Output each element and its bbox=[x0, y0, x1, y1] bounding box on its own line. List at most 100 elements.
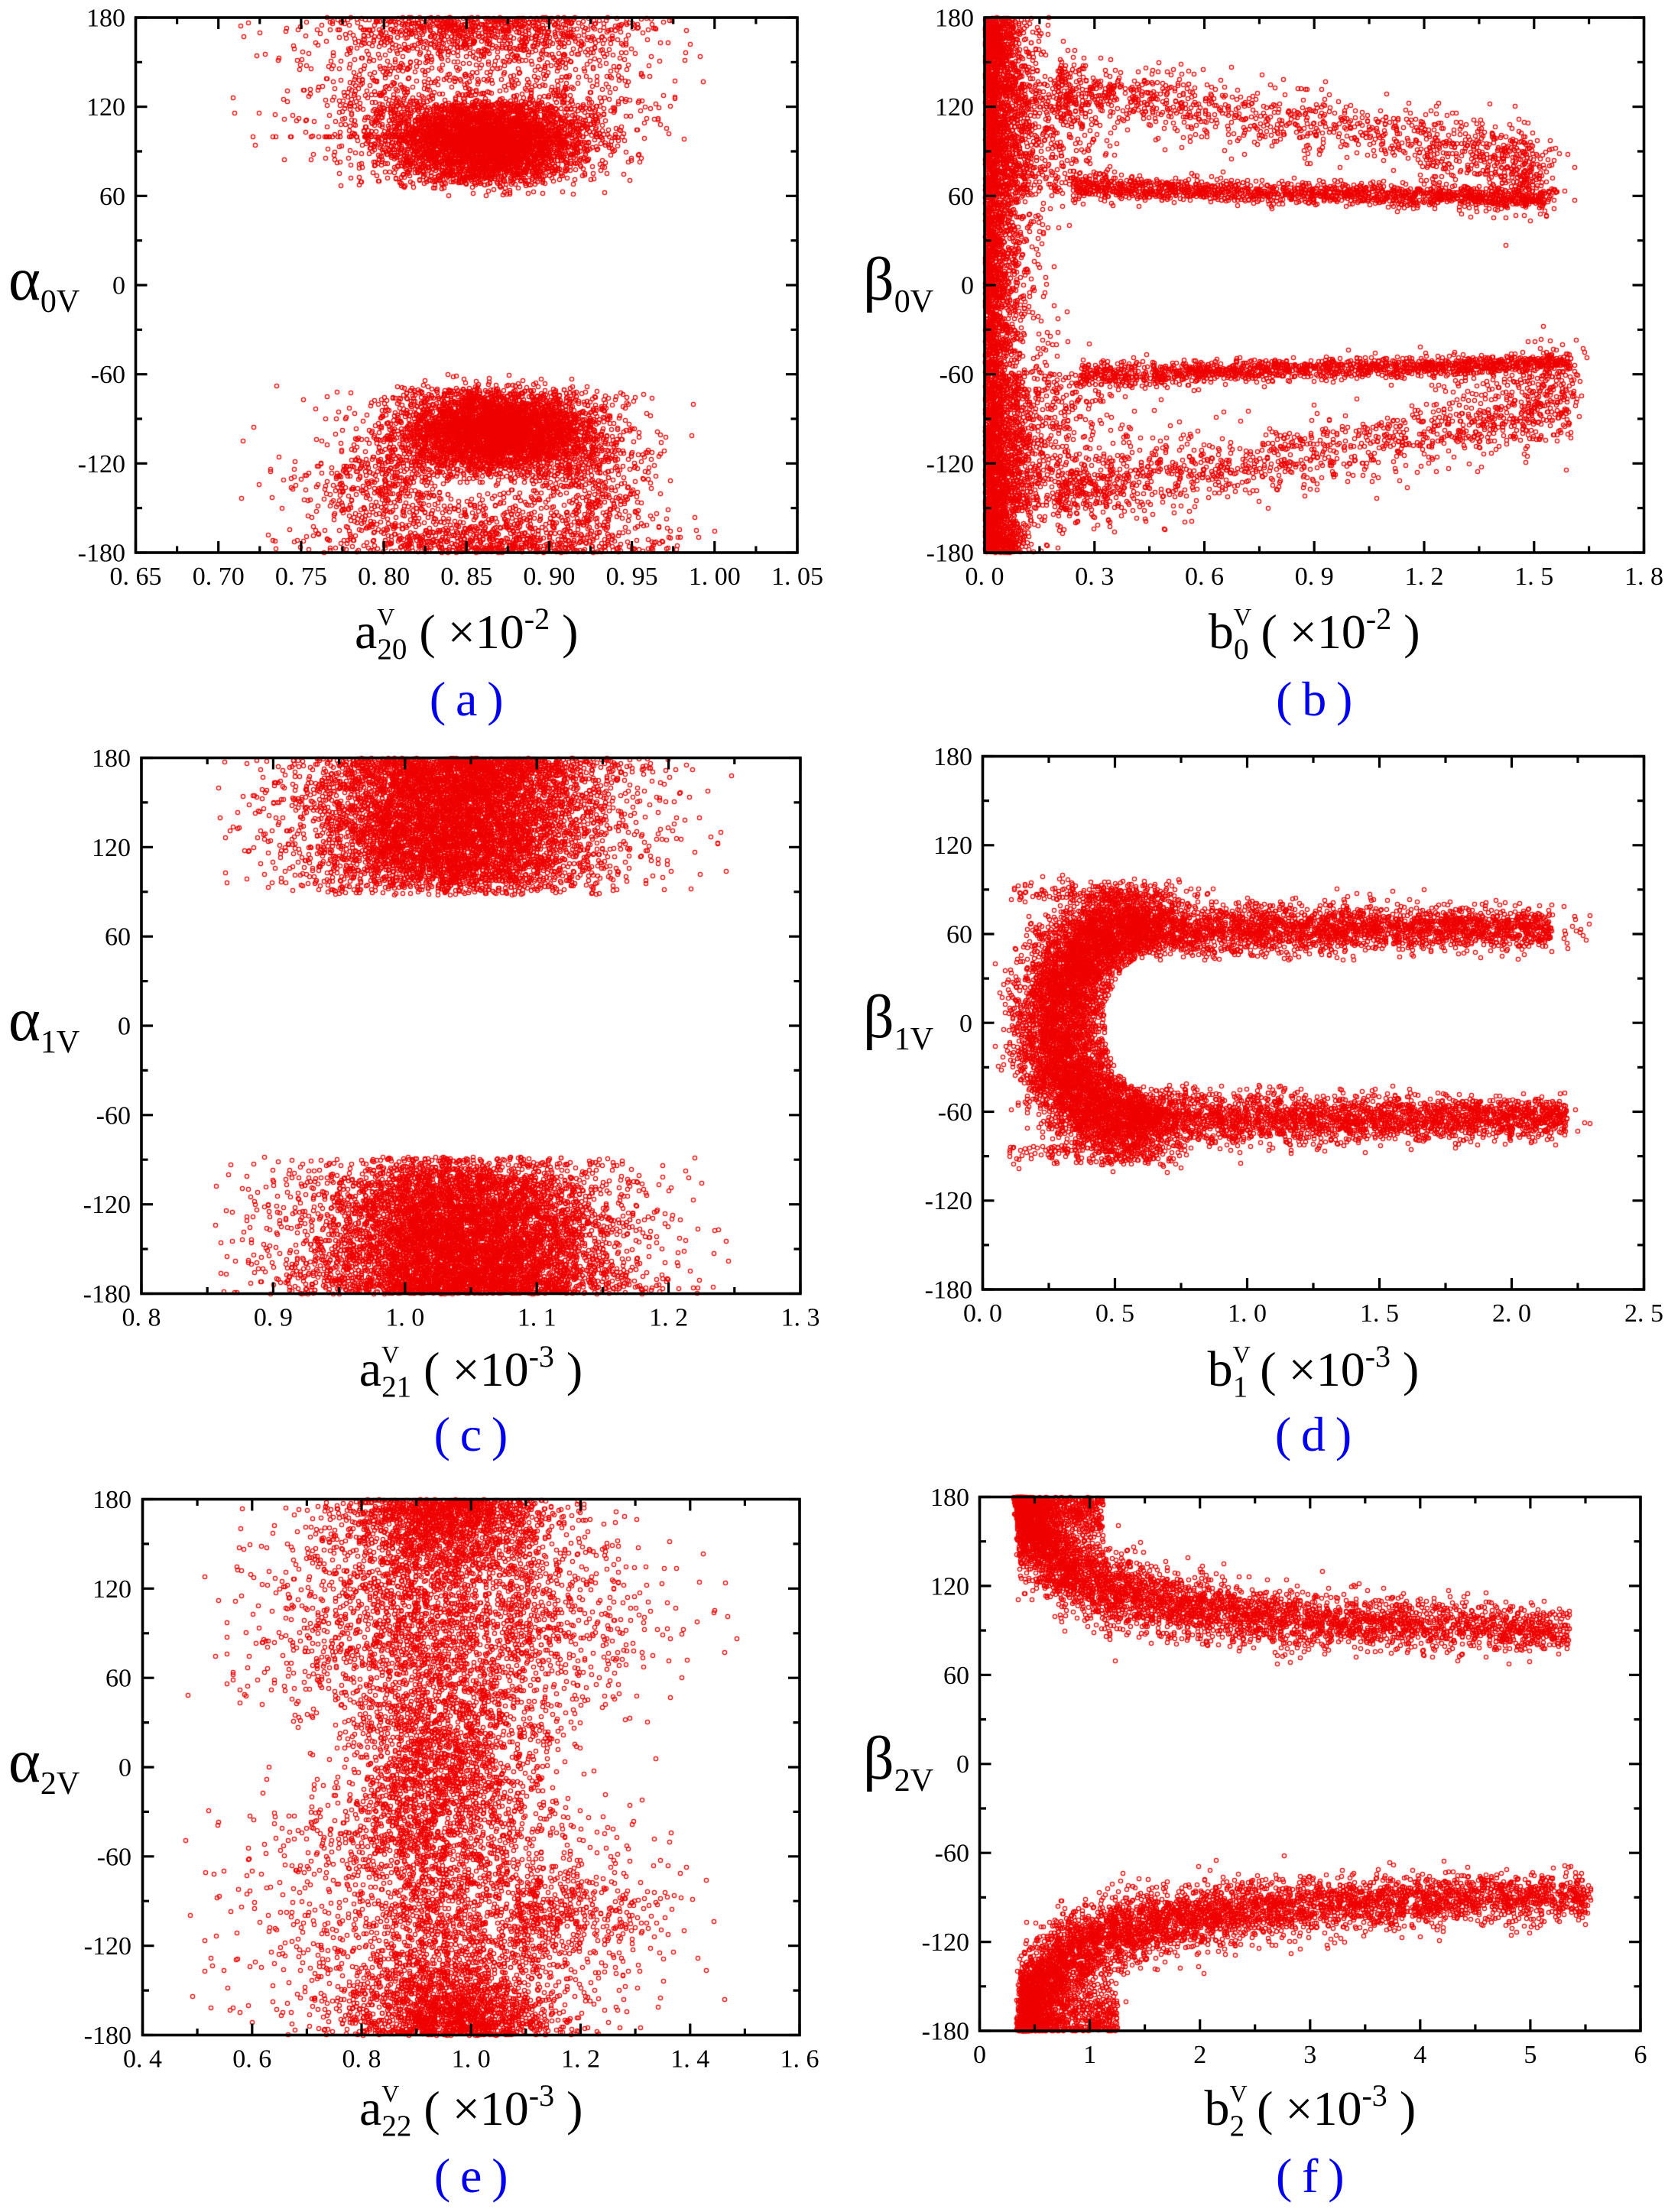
svg-text:60: 60 bbox=[105, 923, 131, 952]
svg-text:1. 0: 1. 0 bbox=[452, 2045, 491, 2074]
svg-text:180: 180 bbox=[935, 5, 974, 33]
svg-text:0: 0 bbox=[961, 272, 974, 300]
svg-text:β1V: β1V bbox=[863, 984, 933, 1057]
svg-text:0. 6: 0. 6 bbox=[232, 2045, 271, 2074]
svg-text:bV1 ( ×10-3 ): bV 1 ( ×10-3 ) bbox=[1208, 1339, 1420, 1403]
svg-text:( b ): ( b ) bbox=[1276, 672, 1352, 726]
svg-text:-120: -120 bbox=[922, 1928, 969, 1957]
svg-text:-60: -60 bbox=[97, 1843, 131, 1871]
svg-text:0. 9: 0. 9 bbox=[254, 1304, 293, 1332]
svg-text:0: 0 bbox=[959, 1010, 972, 1038]
svg-text:120: 120 bbox=[92, 1575, 131, 1604]
svg-text:( e ): ( e ) bbox=[434, 2149, 508, 2203]
svg-text:( a ): ( a ) bbox=[430, 672, 504, 726]
svg-text:0. 8: 0. 8 bbox=[122, 1304, 161, 1332]
svg-text:bV2 ( ×10-3 ): bV 2 ( ×10-3 ) bbox=[1204, 2078, 1416, 2142]
svg-text:0. 0: 0. 0 bbox=[963, 1299, 1002, 1328]
svg-text:1. 8: 1. 8 bbox=[1624, 563, 1663, 591]
svg-text:β0V: β0V bbox=[863, 246, 933, 319]
svg-text:-120: -120 bbox=[83, 1191, 131, 1219]
svg-text:180: 180 bbox=[933, 743, 972, 771]
svg-text:1. 05: 1. 05 bbox=[771, 563, 823, 591]
svg-text:β2V: β2V bbox=[863, 1725, 933, 1798]
svg-text:1. 6: 1. 6 bbox=[780, 2045, 819, 2074]
svg-text:-120: -120 bbox=[926, 450, 974, 478]
svg-text:-180: -180 bbox=[925, 1276, 972, 1305]
svg-text:0. 0: 0. 0 bbox=[965, 563, 1004, 591]
svg-text:0. 9: 0. 9 bbox=[1295, 563, 1334, 591]
svg-text:0: 0 bbox=[973, 2041, 986, 2069]
svg-text:1. 0: 1. 0 bbox=[385, 1304, 424, 1332]
svg-text:0. 90: 0. 90 bbox=[523, 563, 575, 591]
svg-text:-120: -120 bbox=[78, 450, 125, 478]
svg-text:-180: -180 bbox=[922, 2018, 969, 2046]
svg-text:1. 0: 1. 0 bbox=[1228, 1299, 1267, 1328]
svg-text:-120: -120 bbox=[925, 1187, 972, 1215]
svg-text:1. 2: 1. 2 bbox=[649, 1304, 688, 1332]
svg-text:α1V: α1V bbox=[8, 987, 80, 1060]
svg-text:0. 70: 0. 70 bbox=[193, 563, 245, 591]
svg-text:1. 5: 1. 5 bbox=[1514, 563, 1553, 591]
svg-text:2. 0: 2. 0 bbox=[1492, 1299, 1531, 1328]
svg-text:-180: -180 bbox=[83, 1280, 131, 1309]
svg-text:60: 60 bbox=[943, 1662, 969, 1690]
svg-text:180: 180 bbox=[92, 744, 131, 773]
svg-text:0: 0 bbox=[118, 1754, 131, 1782]
svg-text:( c ): ( c ) bbox=[434, 1407, 508, 1461]
svg-text:bV0 ( ×10-2 ): bV 0 ( ×10-2 ) bbox=[1209, 602, 1420, 666]
svg-text:-60: -60 bbox=[938, 1098, 972, 1127]
svg-text:0. 4: 0. 4 bbox=[123, 2045, 162, 2074]
svg-text:0: 0 bbox=[118, 1013, 131, 1041]
svg-text:-60: -60 bbox=[91, 361, 125, 389]
svg-text:0. 8: 0. 8 bbox=[342, 2045, 381, 2074]
svg-text:1. 3: 1. 3 bbox=[781, 1304, 820, 1332]
svg-text:1. 5: 1. 5 bbox=[1360, 1299, 1399, 1328]
svg-text:( d ): ( d ) bbox=[1275, 1407, 1352, 1461]
svg-text:1. 1: 1. 1 bbox=[518, 1304, 557, 1332]
svg-text:120: 120 bbox=[86, 93, 125, 122]
svg-text:0. 6: 0. 6 bbox=[1185, 563, 1224, 591]
svg-text:-60: -60 bbox=[939, 361, 974, 389]
svg-text:1. 4: 1. 4 bbox=[670, 2045, 709, 2074]
svg-text:2. 5: 2. 5 bbox=[1624, 1299, 1663, 1328]
svg-text:180: 180 bbox=[86, 5, 125, 33]
svg-text:-120: -120 bbox=[84, 1932, 131, 1961]
svg-text:-180: -180 bbox=[78, 540, 125, 568]
svg-text:( f ): ( f ) bbox=[1276, 2149, 1345, 2203]
svg-text:0. 85: 0. 85 bbox=[440, 563, 492, 591]
svg-text:α0V: α0V bbox=[8, 246, 80, 319]
svg-text:3: 3 bbox=[1303, 2041, 1316, 2069]
svg-text:4: 4 bbox=[1413, 2041, 1426, 2069]
svg-text:120: 120 bbox=[935, 93, 974, 122]
svg-text:-180: -180 bbox=[84, 2022, 131, 2050]
svg-text:1. 00: 1. 00 bbox=[689, 563, 741, 591]
svg-text:180: 180 bbox=[930, 1484, 969, 1512]
svg-text:0. 5: 0. 5 bbox=[1095, 1299, 1134, 1328]
svg-text:-60: -60 bbox=[96, 1101, 131, 1130]
svg-text:1. 2: 1. 2 bbox=[1405, 563, 1444, 591]
svg-text:0: 0 bbox=[956, 1750, 969, 1779]
svg-text:-180: -180 bbox=[926, 540, 974, 568]
svg-text:2: 2 bbox=[1193, 2041, 1206, 2069]
svg-text:60: 60 bbox=[948, 183, 974, 211]
svg-text:5: 5 bbox=[1524, 2041, 1537, 2069]
svg-text:0. 80: 0. 80 bbox=[358, 563, 410, 591]
svg-text:6: 6 bbox=[1634, 2041, 1647, 2069]
svg-text:-60: -60 bbox=[935, 1840, 969, 1868]
svg-text:120: 120 bbox=[92, 834, 131, 862]
svg-text:60: 60 bbox=[99, 183, 125, 211]
svg-text:1: 1 bbox=[1083, 2041, 1096, 2069]
svg-text:0: 0 bbox=[112, 272, 125, 300]
svg-text:0. 95: 0. 95 bbox=[606, 563, 658, 591]
svg-text:120: 120 bbox=[933, 832, 972, 860]
svg-text:0. 75: 0. 75 bbox=[275, 563, 327, 591]
svg-text:180: 180 bbox=[92, 1486, 131, 1514]
svg-text:60: 60 bbox=[105, 1665, 131, 1693]
svg-text:0. 3: 0. 3 bbox=[1075, 563, 1114, 591]
svg-text:0. 65: 0. 65 bbox=[110, 563, 162, 591]
svg-text:120: 120 bbox=[930, 1572, 969, 1601]
svg-text:60: 60 bbox=[946, 921, 972, 949]
